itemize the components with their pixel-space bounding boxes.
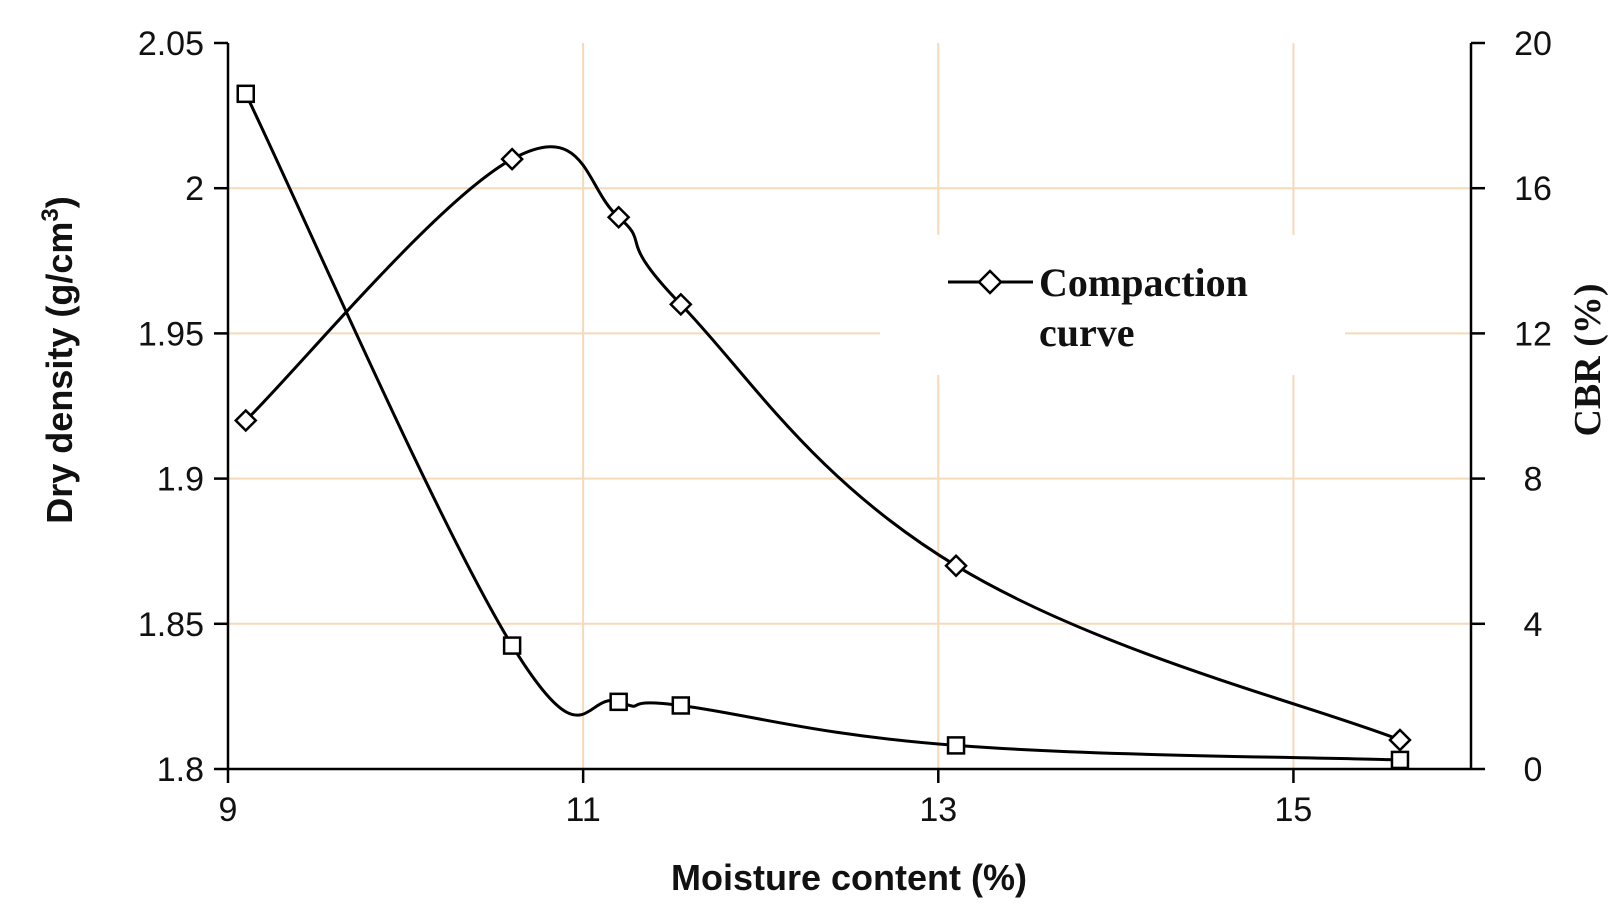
legend-background [880, 235, 1345, 375]
y-right-tick-label: 20 [1514, 25, 1552, 63]
x-tick-label: 15 [1275, 791, 1313, 829]
square-marker [671, 696, 691, 715]
series-lines [244, 93, 1401, 762]
diamond-marker [500, 147, 524, 171]
y-axis-right-title: CBR (%) [1567, 283, 1609, 436]
y-right-tick-label: 12 [1514, 315, 1552, 353]
x-tick-label: 13 [919, 791, 957, 829]
diamond-marker [1388, 728, 1412, 752]
y-left-tick-label: 1.8 [157, 751, 204, 789]
grid-lines [228, 43, 1471, 769]
y-left-tick-label: 2.05 [138, 25, 204, 63]
series-line-cbr [244, 93, 1401, 762]
plot-frame [214, 41, 1485, 783]
square-marker [236, 84, 256, 104]
y-right-tick-label: 8 [1524, 461, 1543, 499]
square-marker [609, 692, 628, 712]
x-axis-title: Moisture content (%) [671, 857, 1027, 898]
diamond-marker [669, 292, 693, 317]
series-markers [233, 84, 1412, 770]
y-right-tick-label: 0 [1524, 751, 1543, 789]
legend-diamond-marker [977, 269, 1003, 295]
diamond-marker [944, 553, 968, 578]
y-axis-left-title-sup: 3 [37, 208, 64, 221]
legend-label-line1: Compaction [1039, 260, 1248, 305]
diamond-marker [233, 408, 258, 433]
y-left-tick-label: 1.95 [138, 315, 204, 353]
series-line-compaction [244, 145, 1401, 742]
y-right-tick-label: 16 [1514, 170, 1552, 208]
legend-label-line2: curve [1039, 310, 1135, 355]
y-left-tick-label: 1.85 [138, 606, 204, 644]
x-tick-label: 11 [565, 791, 600, 829]
legend-box [880, 235, 1345, 375]
y-right-tick-label: 4 [1524, 606, 1543, 644]
tick-labels: 1.8 1.85 1.9 1.95 2 2.05 0 4 8 12 16 20 9 11 13 15 [138, 25, 1552, 829]
diamond-marker [606, 205, 631, 230]
y-axis-left-title: Dry density (g/cm3) [37, 196, 80, 523]
square-marker [1390, 750, 1410, 770]
y-left-tick-label: 1.9 [157, 461, 204, 499]
y-left-tick-label: 2 [185, 170, 204, 208]
square-marker [502, 636, 522, 655]
square-marker [946, 736, 966, 755]
legend: Compaction curve [948, 260, 1248, 355]
x-tick-label: 9 [219, 791, 238, 829]
